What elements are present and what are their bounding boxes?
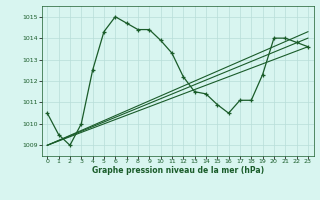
- X-axis label: Graphe pression niveau de la mer (hPa): Graphe pression niveau de la mer (hPa): [92, 166, 264, 175]
